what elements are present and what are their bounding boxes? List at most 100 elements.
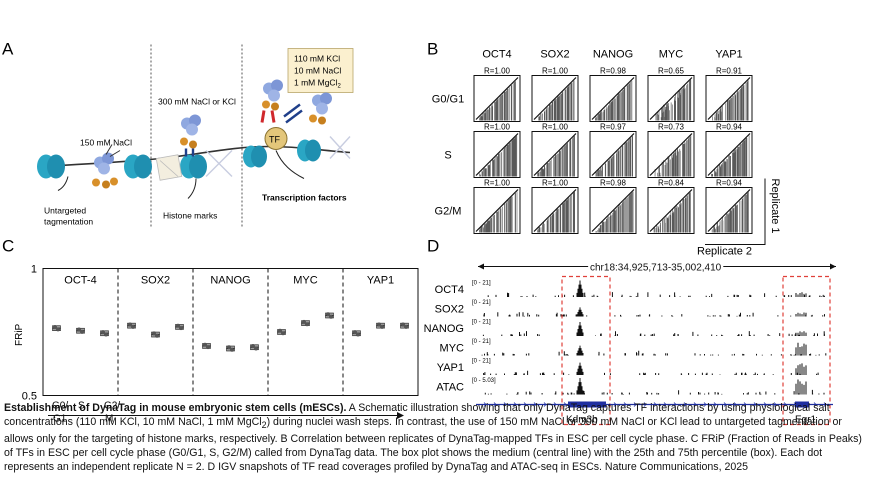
outcome-untargeted-2: tagmentation xyxy=(44,217,93,227)
frip-marker xyxy=(226,345,235,352)
untargeted-arrow xyxy=(57,176,69,191)
scatter-density xyxy=(595,80,633,121)
r-value-label: R=0.91 xyxy=(716,67,743,76)
scatter-diagonal xyxy=(649,189,693,232)
scatter-cell xyxy=(705,75,753,122)
panel-c-letter: C xyxy=(2,237,14,256)
kdm3b-highlight-box xyxy=(561,275,611,426)
nucleosome-icon xyxy=(37,139,321,179)
track-yap1: YAP1 [0 - 21] xyxy=(437,359,819,375)
frip-dot xyxy=(206,345,210,350)
x-phase-label: M xyxy=(105,414,113,425)
frip-marker xyxy=(202,342,211,350)
frip-dot xyxy=(53,324,57,329)
caption-line-5: of TFs in ESC per cell cycle phase (G0/G… xyxy=(4,446,823,459)
scatter-cell xyxy=(589,187,637,234)
tn5-complex-icon xyxy=(92,144,121,189)
col-header-sox2: SOX2 xyxy=(540,49,569,61)
r-value-label: R=0.98 xyxy=(600,179,627,188)
r-value-label: R=1.00 xyxy=(542,179,569,188)
track-name: MYC xyxy=(440,343,465,355)
frip-dot xyxy=(401,322,405,327)
y-tick-label: 0.5 xyxy=(22,391,37,403)
frip-marker xyxy=(325,312,334,319)
scatter-density xyxy=(479,81,516,121)
outcome-tf: Transcription factors xyxy=(262,193,347,203)
gene-egr1: Egr1 xyxy=(795,415,817,426)
frip-dot xyxy=(203,342,207,347)
frip-dot xyxy=(56,327,60,332)
frip-dot xyxy=(278,328,282,333)
track-signal xyxy=(482,322,825,336)
figure-caption: Establishment of DynaTag in mouse embryo… xyxy=(4,402,864,475)
condition-300-label: 300 mM NaCl or KCl xyxy=(158,97,236,107)
egr1-highlight-box xyxy=(782,275,831,426)
scatter-cell xyxy=(705,131,753,178)
scatter-cell xyxy=(589,131,637,178)
frip-marker xyxy=(76,327,85,334)
x-phase-label: G2/ xyxy=(104,401,120,412)
caption-line-2: concentrations (110 mM KCl, 10 mM NaCl, … xyxy=(4,415,262,428)
tf-tn5-icon xyxy=(260,79,332,125)
frip-dot xyxy=(176,323,180,328)
y-axis-label: FRiP xyxy=(14,323,25,346)
frip-marker xyxy=(127,322,136,329)
scatter-density xyxy=(712,80,749,121)
scatter-density xyxy=(654,135,692,177)
track-range: [0 - 21] xyxy=(472,281,491,287)
r-value-label: R=1.00 xyxy=(484,67,511,76)
phase-arrow-head xyxy=(397,412,404,419)
outcome-histone: Histone marks xyxy=(163,211,217,221)
col-header-nanog: NANOG xyxy=(593,49,633,61)
frip-dot xyxy=(77,327,81,332)
track-sox2: SOX2 [0 - 21] xyxy=(435,300,825,317)
caption-line-4: allows only for the targeting of histone… xyxy=(4,432,862,445)
frip-dot xyxy=(305,322,309,327)
r-value-label: R=1.00 xyxy=(484,123,511,132)
frip-marker xyxy=(301,319,310,327)
scatter-diagonal xyxy=(475,133,519,176)
scatter-density xyxy=(595,191,634,233)
frip-marker xyxy=(250,344,259,351)
group-label: SOX2 xyxy=(141,275,170,287)
histone-tn5-icon xyxy=(180,114,201,157)
scatter-diagonal xyxy=(475,77,519,120)
caption-subscript: 2 xyxy=(261,420,267,431)
track-signal xyxy=(481,342,827,356)
scatter-diagonal xyxy=(707,189,751,232)
panel-a-letter: A xyxy=(2,40,14,59)
frip-dot xyxy=(377,322,381,327)
scatter-diagonal xyxy=(649,77,693,120)
scatter-density xyxy=(711,135,750,177)
frip-dot xyxy=(131,324,135,329)
row-header-1: S xyxy=(444,150,451,162)
scatter-diagonal xyxy=(533,189,577,232)
frip-dot xyxy=(281,331,285,336)
salt-condition-3: 1 mM MgCl2 xyxy=(294,78,341,90)
scatter-diagonal xyxy=(533,133,577,176)
track-signal xyxy=(487,280,825,297)
scatter-density xyxy=(655,79,692,121)
scatter-diagonal xyxy=(591,189,635,232)
track-oct4: OCT4 [0 - 21] xyxy=(435,280,825,297)
r-value-label: R=1.00 xyxy=(484,179,511,188)
scatter-density xyxy=(479,135,518,177)
scatter-cell xyxy=(531,187,579,234)
panel-c: C 1 0.5 FRiP OCT-4 SOX2 NANOG MYC YAP1 G0/G1 S G2/… xyxy=(2,237,419,425)
r-value-label: R=0.84 xyxy=(658,179,685,188)
track-name: NANOG xyxy=(424,323,464,335)
track-name: ATAC xyxy=(436,382,464,394)
scatter-density xyxy=(479,191,518,233)
scatter-diagonal xyxy=(707,77,751,120)
frip-dot xyxy=(128,322,132,327)
scatter-density xyxy=(595,135,633,177)
track-signal xyxy=(484,378,825,395)
group-label: NANOG xyxy=(210,275,250,287)
tf-label: TF xyxy=(269,135,280,145)
track-myc: MYC [0 - 21] xyxy=(440,339,827,356)
track-range: [0 - 5.03] xyxy=(472,378,496,384)
x-phase-label: G1 xyxy=(53,414,67,425)
track-name: YAP1 xyxy=(437,362,464,374)
condition-150-label: 150 mM NaCl xyxy=(80,138,132,148)
